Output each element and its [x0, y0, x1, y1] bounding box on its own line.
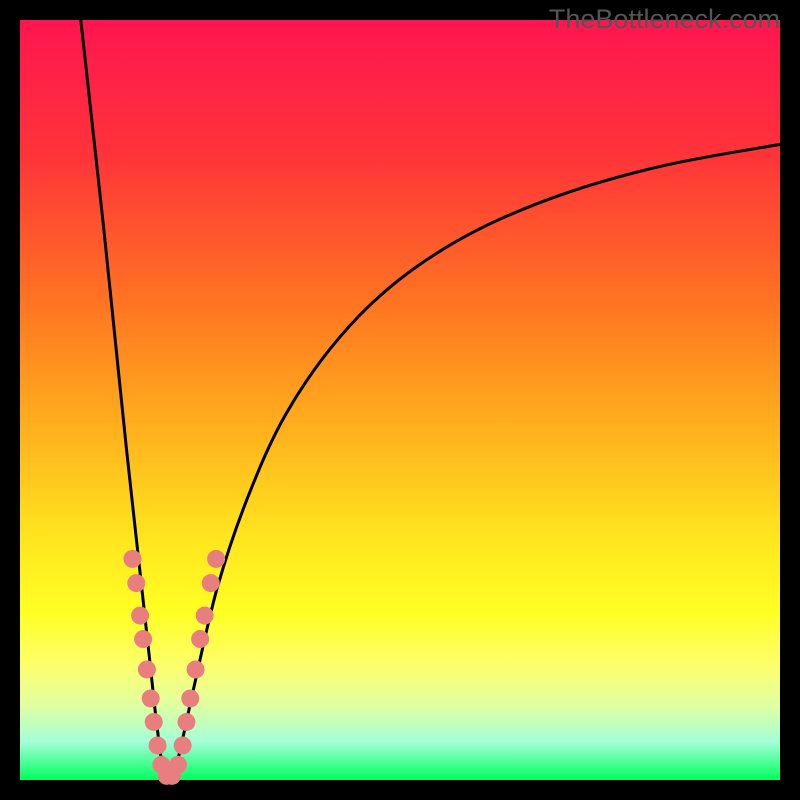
bottleneck-chart: [0, 0, 800, 800]
data-marker: [142, 689, 160, 707]
data-marker: [138, 660, 156, 678]
data-marker: [123, 550, 141, 568]
data-marker: [187, 660, 205, 678]
chart-container: TheBottleneck.com: [0, 0, 800, 800]
data-marker: [149, 736, 167, 754]
data-marker: [145, 713, 163, 731]
data-marker: [174, 736, 192, 754]
data-marker: [131, 607, 149, 625]
data-marker: [207, 550, 225, 568]
data-marker: [127, 574, 145, 592]
data-marker: [134, 630, 152, 648]
data-marker: [169, 756, 187, 774]
data-marker: [181, 689, 199, 707]
chart-background: [20, 20, 780, 780]
data-marker: [202, 574, 220, 592]
data-marker: [191, 630, 209, 648]
data-marker: [196, 607, 214, 625]
data-marker: [177, 713, 195, 731]
